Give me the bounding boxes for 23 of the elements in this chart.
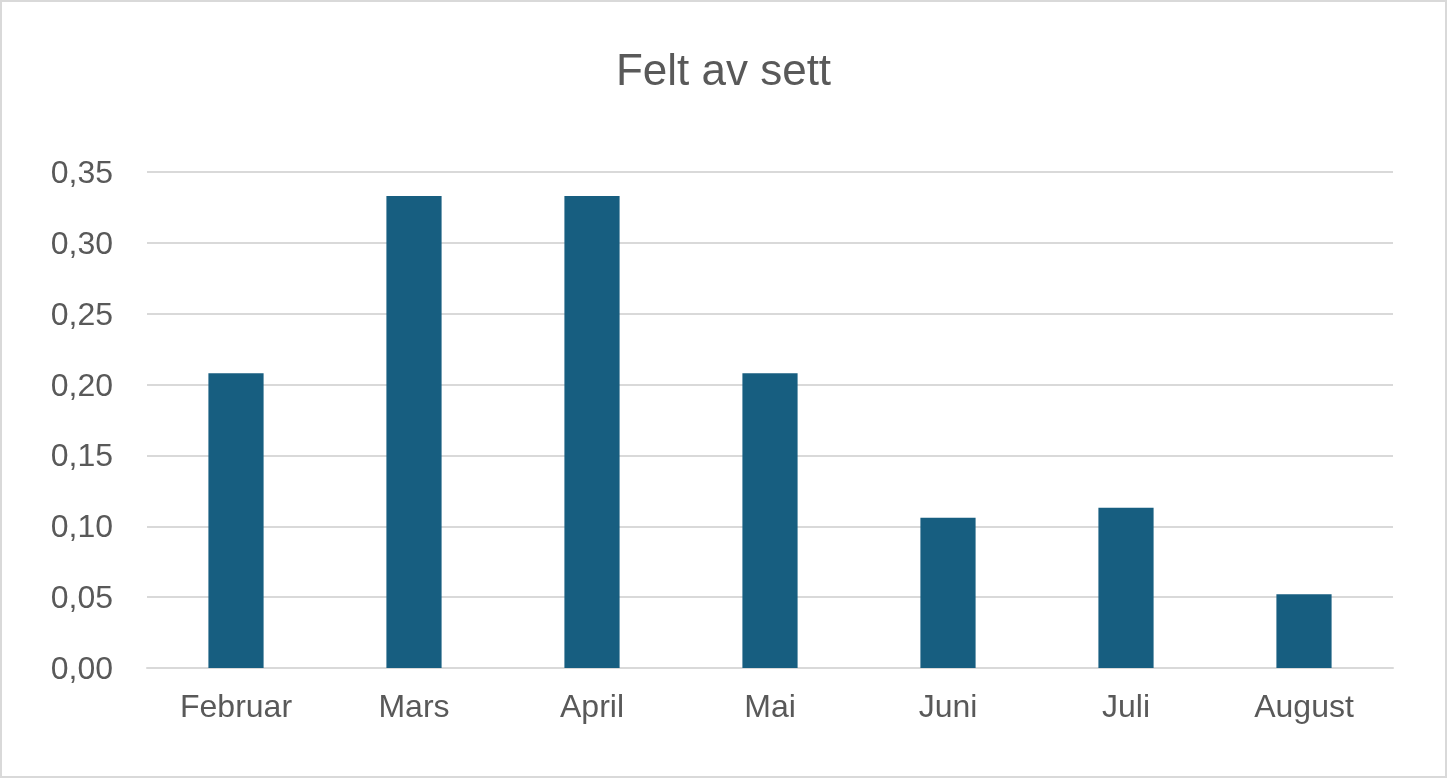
y-tick-label: 0,00 bbox=[50, 650, 113, 686]
bar bbox=[742, 373, 798, 668]
y-tick-label: 0,20 bbox=[50, 366, 113, 403]
x-tick-label: Juni bbox=[918, 688, 978, 724]
x-tick-label: Mai bbox=[744, 688, 796, 724]
y-tick-label: 0,05 bbox=[50, 579, 113, 616]
x-tick-label: April bbox=[559, 688, 625, 724]
chart-title: Felt av sett bbox=[615, 44, 832, 94]
bar bbox=[208, 373, 264, 668]
bar bbox=[1276, 594, 1332, 668]
bar bbox=[1098, 507, 1154, 668]
bar bbox=[386, 196, 442, 668]
x-tick-label: Juli bbox=[1101, 688, 1151, 724]
x-tick-label: Februar bbox=[179, 688, 293, 724]
x-tick-label: August bbox=[1254, 688, 1354, 724]
y-tick-label: 0,25 bbox=[50, 295, 113, 332]
bar bbox=[920, 517, 976, 668]
y-tick-label: 0,15 bbox=[50, 437, 113, 474]
x-tick-label: Mars bbox=[378, 688, 450, 724]
y-tick-label: 0,30 bbox=[50, 224, 113, 261]
y-tick-label: 0,10 bbox=[50, 508, 113, 545]
bar bbox=[564, 196, 620, 668]
y-tick-label: 0,35 bbox=[50, 154, 113, 190]
